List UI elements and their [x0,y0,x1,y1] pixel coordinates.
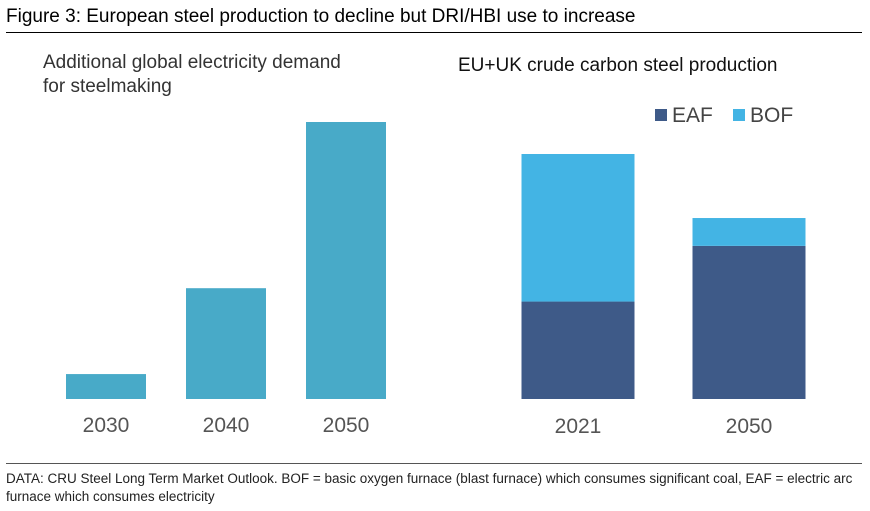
bar-eaf-2021 [521,301,635,399]
legend-label-eaf: EAF [672,104,713,127]
bar-2050 [306,122,386,399]
legend-swatch-bof [733,109,745,121]
legend-label-bof: BOF [750,104,793,127]
right-chart-title: EU+UK crude carbon steel production [458,55,777,76]
left-chart-title-line1: Additional global electricity demand [43,52,341,73]
title-divider [6,32,862,33]
bar-bof-2050 [692,218,806,246]
legend-swatch-eaf [655,109,667,121]
tick-label-2040: 2040 [203,414,250,437]
figure-title: Figure 3: European steel production to d… [6,6,636,27]
legend: EAF BOF [655,104,793,127]
left-chart-title-line2: for steelmaking [43,76,172,97]
bar-2040 [186,288,266,399]
tick-label-2021: 2021 [555,415,602,438]
tick-label-2050: 2050 [323,414,370,437]
bar-bof-2021 [521,154,635,302]
tick-label-2030: 2030 [83,414,130,437]
bar-eaf-2050 [692,245,806,399]
bar-2030 [66,374,146,399]
footnote-divider [6,463,862,464]
source-footnote: DATA: CRU Steel Long Term Market Outlook… [6,471,853,504]
electricity-demand-chart: Additional global electricity demand for… [43,52,386,437]
tick-label-2050: 2050 [726,415,773,438]
charts-canvas: Additional global electricity demand for… [43,52,806,438]
steel-production-chart: EU+UK crude carbon steel production EAF B… [458,55,806,438]
